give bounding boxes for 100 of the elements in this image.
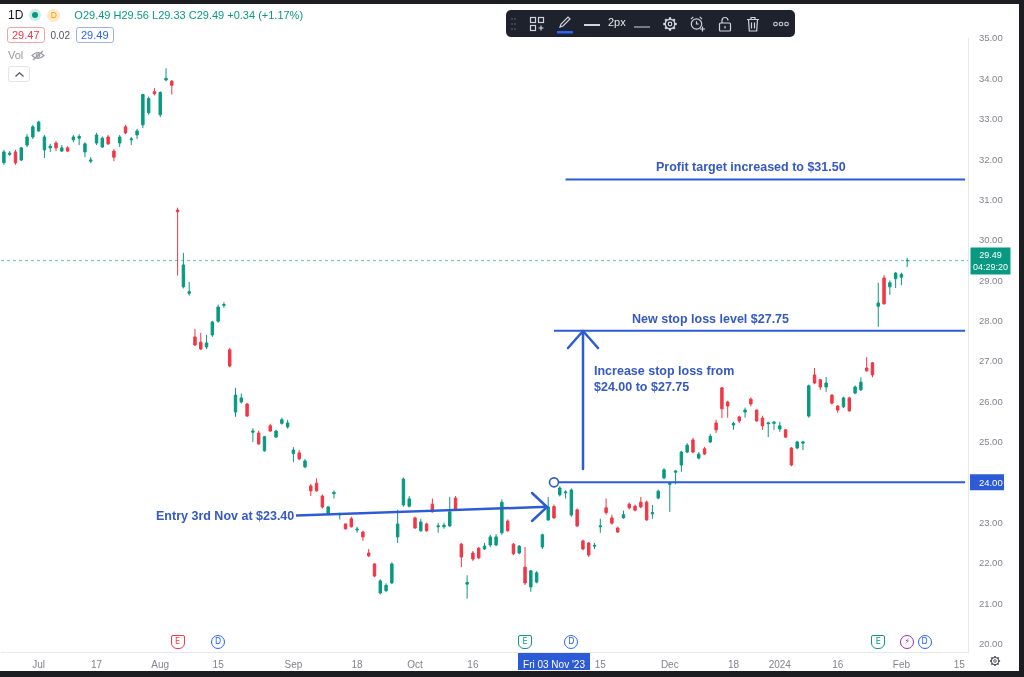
candlestick	[702, 446, 707, 456]
candlestick	[766, 421, 770, 438]
candlestick	[320, 493, 325, 510]
candlestick	[366, 548, 371, 558]
candlestick	[587, 541, 591, 558]
candlestick	[482, 542, 487, 550]
annotation: D	[564, 635, 579, 649]
candlestick	[772, 420, 776, 431]
candlestick	[395, 509, 400, 544]
candlestick	[280, 417, 284, 426]
candlestick	[812, 367, 817, 385]
candlestick	[268, 423, 272, 433]
y-tick-label: 35.00	[978, 32, 1003, 44]
candlestick	[94, 132, 99, 146]
candlestick	[598, 518, 603, 534]
candlestick	[60, 144, 64, 152]
candlestick	[673, 469, 678, 485]
candlestick	[644, 500, 649, 522]
x-tick-label: 15	[594, 659, 607, 670]
candlestick	[112, 148, 116, 162]
candlestick	[563, 489, 568, 499]
y-tick-label: 23.00	[978, 517, 1003, 529]
candlestick	[48, 143, 52, 153]
candlestick	[743, 407, 747, 419]
candlestick	[708, 433, 713, 444]
candlestick	[529, 569, 533, 593]
candlestick	[523, 546, 527, 586]
text: D	[47, 8, 61, 22]
candlestick	[384, 582, 388, 593]
candlestick	[488, 534, 493, 548]
candlestick	[679, 450, 684, 473]
candlestick	[621, 510, 626, 519]
candlestick	[199, 332, 203, 351]
candlestick	[436, 522, 440, 534]
candlestick	[204, 334, 209, 350]
candlestick	[54, 140, 58, 152]
x-tick-label: Fri 03 Nov '23	[523, 659, 586, 670]
x-tick-label: Aug	[151, 659, 170, 670]
candlestick	[807, 384, 811, 419]
candlestick	[106, 134, 110, 146]
candlestick	[882, 274, 886, 306]
x-tick-label: Jul	[32, 659, 46, 670]
candlestick	[859, 376, 863, 392]
candlestick	[303, 458, 307, 469]
candlestick	[314, 477, 319, 493]
candlestick	[876, 282, 880, 328]
candlestick	[517, 544, 521, 555]
annotation: Profit target increased to $31.50	[656, 160, 846, 174]
candlestick	[181, 252, 186, 289]
candlestick	[569, 487, 574, 518]
candlestick	[291, 446, 296, 463]
x-tick-label: 2024	[768, 659, 792, 670]
candlestick	[89, 156, 93, 164]
candlestick	[274, 429, 278, 439]
candlestick	[413, 516, 417, 530]
candlestick	[581, 539, 585, 551]
candlestick	[448, 496, 452, 528]
candlestick	[888, 279, 892, 296]
candlestick	[123, 124, 128, 135]
candlestick	[7, 150, 12, 157]
candlestick	[552, 504, 556, 520]
candlestick	[592, 542, 597, 550]
candlestick	[71, 134, 76, 143]
y-tick-label: 34.00	[978, 72, 1003, 84]
candlestick	[662, 467, 666, 480]
x-tick-label: 18	[351, 659, 364, 670]
candlestick	[442, 522, 446, 530]
candlestick	[656, 489, 660, 500]
candlestick	[893, 271, 898, 289]
candlestick	[158, 90, 162, 118]
candlestick	[170, 79, 174, 96]
x-tick-label: Sep	[284, 659, 303, 670]
candlestick	[864, 356, 869, 373]
annotation: 0.02	[50, 29, 70, 41]
y-tick-label: 30.00	[978, 234, 1003, 246]
candlestick	[256, 430, 261, 446]
candlestick	[285, 419, 290, 430]
candlestick	[2, 149, 6, 166]
annotation: New stop loss level $27.75	[632, 312, 790, 326]
candlestick	[343, 523, 348, 531]
candlestick	[100, 136, 105, 149]
annotation: E	[170, 635, 185, 649]
annotation: Increase stop loss from $24.00 to $27.75	[594, 364, 735, 395]
candlestick	[754, 409, 759, 423]
candlestick	[749, 397, 753, 407]
candlestick	[627, 502, 631, 510]
annotation: E	[518, 635, 533, 649]
ref-line-label: 29.49 04:29:20	[973, 250, 1009, 272]
candlestick	[615, 526, 620, 534]
candlestick	[795, 440, 799, 450]
candlestick	[297, 449, 301, 461]
candlestick	[720, 386, 724, 419]
candlestick	[13, 149, 18, 166]
y-tick-label: 21.00	[978, 597, 1003, 609]
candlestick	[737, 415, 741, 424]
candlestick	[633, 504, 637, 512]
candlestick	[141, 93, 145, 129]
candlestick	[494, 533, 498, 547]
candlestick	[778, 421, 782, 433]
x-tick-label: Dec	[660, 659, 679, 670]
